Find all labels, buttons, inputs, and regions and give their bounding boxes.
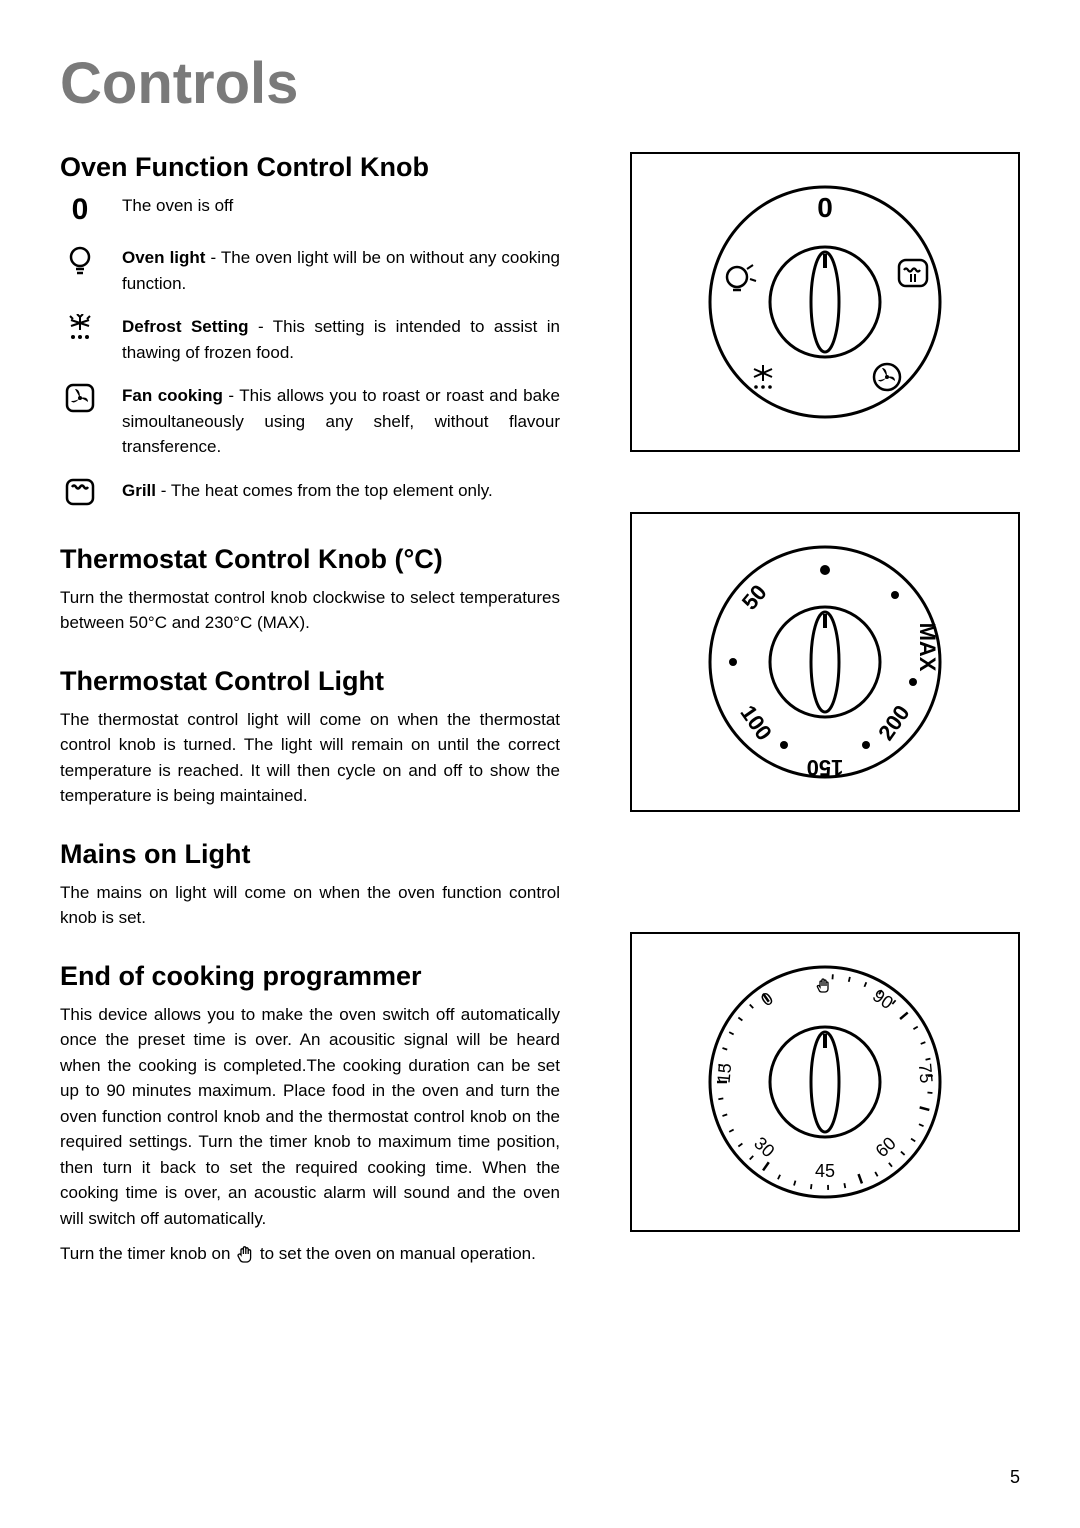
knob-label-0: 0 (817, 192, 833, 223)
func-item-off: 0 The oven is off (60, 193, 560, 227)
func-item-fan: Fan cooking - This allows you to roast o… (60, 383, 560, 460)
light-icon (60, 245, 100, 275)
mains-light-heading: Mains on Light (60, 839, 560, 870)
defrost-icon (60, 314, 100, 342)
page-number: 5 (1010, 1467, 1020, 1488)
func-text-defrost: Defrost Setting - This setting is intend… (122, 314, 560, 365)
svg-text:100: 100 (735, 700, 777, 744)
function-knob-diagram: 0 (630, 152, 1020, 452)
func-text-off: The oven is off (122, 193, 233, 219)
off-icon: 0 (60, 193, 100, 227)
svg-text:MAX: MAX (915, 623, 940, 672)
thermostat-knob-body: Turn the thermostat control knob clockwi… (60, 585, 560, 636)
thermostat-light-heading: Thermostat Control Light (60, 666, 560, 697)
svg-text:150: 150 (807, 755, 844, 780)
thermostat-light-body: The thermostat control light will come o… (60, 707, 560, 809)
svg-text:75: 75 (915, 1062, 937, 1084)
oven-function-list: 0 The oven is off Oven light - The oven … (60, 193, 560, 506)
thermostat-knob-heading: Thermostat Control Knob (°C) (60, 544, 560, 575)
programmer-body-2: Turn the timer knob on to set the oven o… (60, 1241, 560, 1267)
hand-icon (235, 1245, 255, 1265)
svg-text:50: 50 (737, 580, 772, 615)
right-column: 0 (630, 152, 1020, 1297)
func-text-grill: Grill - The heat comes from the top elem… (122, 478, 493, 504)
oven-function-heading: Oven Function Control Knob (60, 152, 560, 183)
func-item-light: Oven light - The oven light will be on w… (60, 245, 560, 296)
page-title: Controls (60, 50, 1020, 117)
mains-light-body: The mains on light will come on when the… (60, 880, 560, 931)
func-text-fan: Fan cooking - This allows you to roast o… (122, 383, 560, 460)
programmer-body-1: This device allows you to make the oven … (60, 1002, 560, 1232)
timer-knob-diagram: 0153045607590 (630, 932, 1020, 1232)
left-column: Oven Function Control Knob 0 The oven is… (60, 152, 560, 1297)
fan-icon (60, 383, 100, 413)
svg-text:60: 60 (872, 1133, 900, 1161)
grill-icon (60, 478, 100, 506)
func-item-grill: Grill - The heat comes from the top elem… (60, 478, 560, 506)
thermostat-knob-diagram: 50 100 150 200 MAX (630, 512, 1020, 812)
svg-text:45: 45 (815, 1161, 835, 1181)
svg-text:30: 30 (750, 1133, 778, 1161)
func-item-defrost: Defrost Setting - This setting is intend… (60, 314, 560, 365)
func-text-light: Oven light - The oven light will be on w… (122, 245, 560, 296)
svg-text:200: 200 (873, 700, 915, 744)
programmer-heading: End of cooking programmer (60, 961, 560, 992)
